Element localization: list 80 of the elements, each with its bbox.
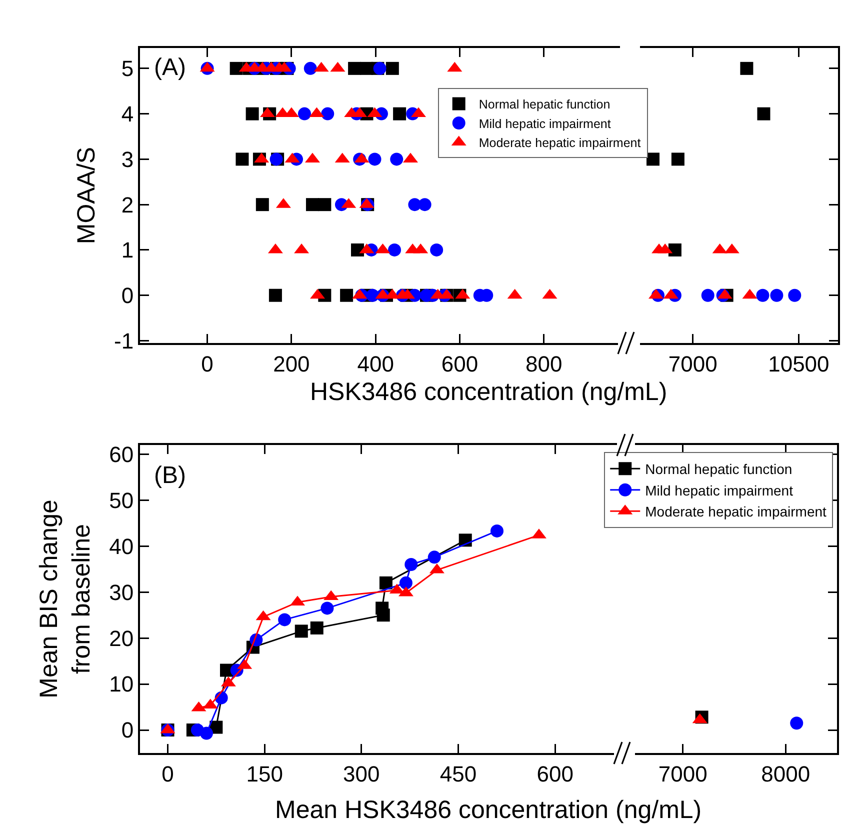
point [671,152,684,166]
point [404,558,418,572]
y-tick-label: 40 [109,534,134,559]
point [490,524,504,538]
point [321,107,334,120]
legend-label: Mild hepatic impairment [478,116,612,131]
x-tick-label: 300 [343,761,380,786]
x-tick-label: 600 [441,351,478,376]
point [190,724,204,737]
x-axis-title: HSK3486 concentration (ng/mL) [310,378,668,406]
point [310,621,324,634]
x-axis-title: Mean HSK3486 concentration (ng/mL) [275,796,702,824]
point [306,198,319,212]
point [246,107,259,120]
legend-label: Normal hepatic function [645,461,792,478]
point [298,107,311,120]
legend-label: Mild hepatic impairment [645,482,794,498]
y-tick-label: 50 [109,488,134,513]
x-tick-label: 450 [440,761,477,786]
point [430,243,444,256]
y-tick-label: 1 [121,238,134,263]
legend-label: Normal hepatic function [478,98,610,112]
y-axis-title: MOAA/S [72,146,100,244]
point [236,152,249,166]
point [668,243,682,256]
x-tick-label: 150 [246,761,283,786]
y-axis-title: Mean BIS change from baseline [34,500,96,698]
y-tick-label: 3 [121,146,134,172]
point [701,288,714,302]
annotation: (A) [154,54,186,81]
point [756,288,770,302]
legend-label: Moderate hepatic impairment [478,136,642,150]
point [393,107,406,120]
x-tick-label: 7000 [658,761,708,786]
point [278,613,292,626]
y-tick-label: 10 [109,672,134,697]
x-tick-label: 600 [536,761,574,786]
x-tick-label: 0 [162,761,174,786]
point [320,602,334,615]
point [770,288,784,302]
legend-label: Moderate hepatic impairment [645,504,827,520]
point [230,62,243,75]
x-tick-label: 200 [273,351,310,376]
point [340,288,354,302]
x-tick-label: 7000 [668,351,718,376]
point [368,152,382,166]
y-tick-label: -1 [114,328,134,354]
point [399,576,412,590]
annotation: (B) [154,462,186,489]
x-tick-label: 8000 [761,761,810,786]
point [388,243,402,256]
point [428,550,441,564]
point [646,152,660,166]
y-tick-label: 0 [121,283,134,308]
point [376,608,390,622]
y-tick-label: 20 [109,626,134,651]
point [304,62,317,75]
point [256,198,269,212]
y-tick-label: 60 [109,442,134,467]
point [418,198,432,212]
point [386,62,399,75]
point [390,152,404,166]
point [348,62,362,75]
point [350,243,364,256]
x-tick-label: 10500 [768,351,830,376]
y-tick-label: 4 [121,102,134,127]
point [268,288,282,302]
point [318,198,332,212]
x-tick-label: 400 [357,351,394,376]
x-tick-label: 800 [526,351,562,376]
x-tick-label: 0 [201,351,214,376]
point [294,624,308,638]
point [379,576,392,590]
point [788,288,802,302]
y-tick-label: 0 [121,718,134,743]
y-tick-label: 30 [109,580,134,605]
y-tick-label: 5 [121,56,134,82]
point [740,62,754,75]
y-tick-label: 2 [121,192,134,218]
point [757,107,770,120]
